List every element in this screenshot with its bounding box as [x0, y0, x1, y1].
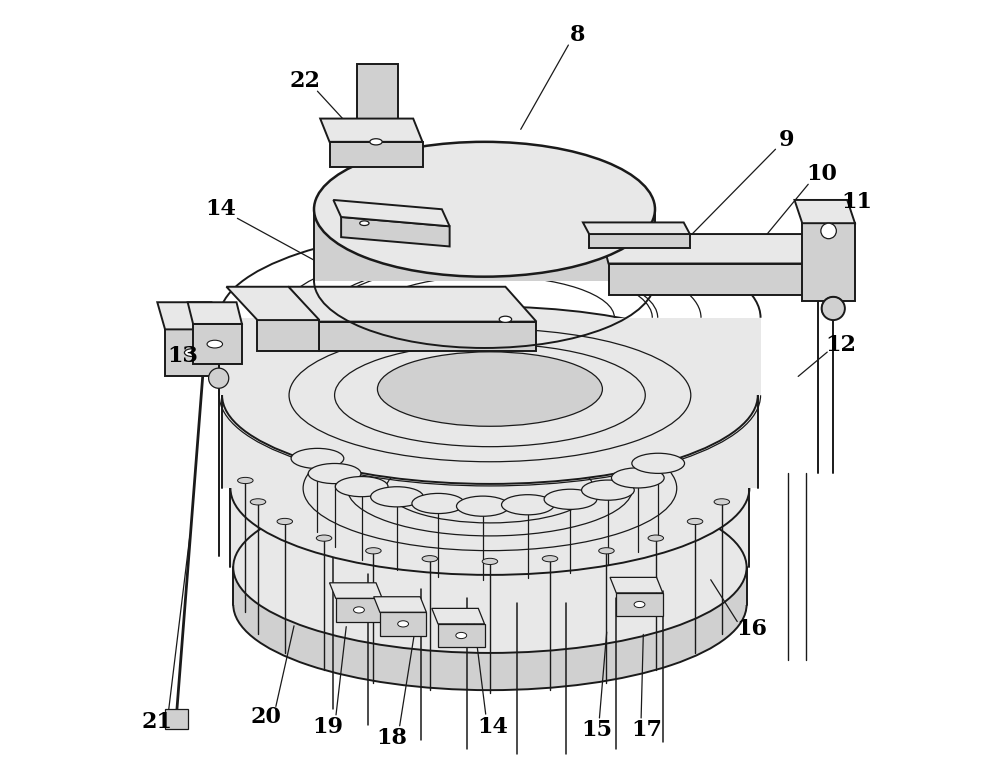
Ellipse shape [250, 499, 266, 505]
Ellipse shape [233, 519, 747, 690]
Polygon shape [333, 200, 450, 226]
Polygon shape [230, 488, 749, 567]
Ellipse shape [821, 223, 836, 239]
Polygon shape [589, 234, 690, 248]
Text: 13: 13 [167, 346, 198, 367]
Ellipse shape [422, 556, 438, 562]
Polygon shape [193, 324, 242, 364]
Polygon shape [802, 223, 855, 301]
Text: 8: 8 [570, 24, 585, 46]
Polygon shape [314, 209, 655, 281]
Text: 15: 15 [581, 719, 612, 741]
Ellipse shape [632, 453, 685, 474]
Text: 19: 19 [312, 716, 343, 738]
Ellipse shape [207, 340, 223, 348]
Polygon shape [320, 119, 422, 142]
Ellipse shape [542, 556, 558, 562]
Text: 14: 14 [206, 198, 236, 220]
Polygon shape [226, 287, 319, 320]
Ellipse shape [377, 352, 602, 426]
Polygon shape [157, 302, 219, 329]
Ellipse shape [370, 139, 382, 145]
Ellipse shape [222, 307, 758, 484]
Text: 17: 17 [632, 719, 663, 741]
Text: 18: 18 [376, 727, 407, 749]
Ellipse shape [360, 221, 369, 226]
Text: 9: 9 [779, 129, 794, 150]
Ellipse shape [316, 535, 332, 541]
Polygon shape [330, 583, 382, 598]
Polygon shape [438, 624, 484, 647]
Ellipse shape [714, 499, 730, 505]
Polygon shape [583, 222, 690, 234]
Ellipse shape [291, 449, 344, 469]
Ellipse shape [335, 477, 388, 497]
Ellipse shape [599, 548, 614, 554]
Text: 22: 22 [289, 71, 320, 92]
Ellipse shape [371, 487, 423, 507]
Ellipse shape [822, 297, 845, 320]
Polygon shape [165, 709, 188, 728]
Ellipse shape [354, 607, 364, 613]
Polygon shape [601, 234, 810, 264]
Text: 21: 21 [142, 711, 173, 733]
Polygon shape [288, 287, 536, 322]
Ellipse shape [412, 494, 465, 514]
Ellipse shape [687, 518, 703, 525]
Ellipse shape [238, 477, 253, 484]
Ellipse shape [184, 349, 200, 356]
Ellipse shape [499, 316, 512, 322]
Polygon shape [374, 597, 426, 612]
Polygon shape [165, 329, 219, 376]
Ellipse shape [277, 518, 293, 525]
Ellipse shape [582, 480, 634, 500]
Ellipse shape [398, 621, 409, 627]
Polygon shape [357, 64, 398, 138]
Ellipse shape [456, 496, 509, 516]
Text: 16: 16 [736, 618, 767, 640]
Ellipse shape [366, 548, 381, 554]
Text: 14: 14 [477, 716, 508, 738]
Polygon shape [319, 322, 536, 351]
Ellipse shape [648, 535, 664, 541]
Text: 12: 12 [826, 334, 856, 356]
Ellipse shape [308, 463, 361, 484]
Polygon shape [219, 318, 761, 395]
Polygon shape [616, 593, 663, 616]
Ellipse shape [314, 142, 655, 277]
Text: 10: 10 [806, 164, 837, 185]
Ellipse shape [233, 481, 747, 653]
Polygon shape [380, 612, 426, 635]
Polygon shape [222, 395, 758, 488]
Polygon shape [794, 200, 855, 223]
Text: 20: 20 [251, 706, 281, 728]
Polygon shape [336, 598, 382, 622]
Ellipse shape [634, 601, 645, 608]
Ellipse shape [544, 489, 597, 509]
Polygon shape [432, 608, 484, 624]
Polygon shape [233, 567, 747, 604]
Ellipse shape [502, 494, 554, 515]
Polygon shape [257, 320, 319, 351]
Polygon shape [608, 264, 810, 294]
Ellipse shape [456, 632, 467, 639]
Polygon shape [188, 302, 242, 324]
Ellipse shape [611, 468, 664, 488]
Ellipse shape [209, 368, 229, 388]
Ellipse shape [230, 401, 749, 575]
Text: 11: 11 [841, 191, 872, 212]
Polygon shape [610, 577, 663, 593]
Polygon shape [330, 142, 422, 167]
Ellipse shape [482, 558, 498, 564]
Polygon shape [341, 217, 450, 246]
